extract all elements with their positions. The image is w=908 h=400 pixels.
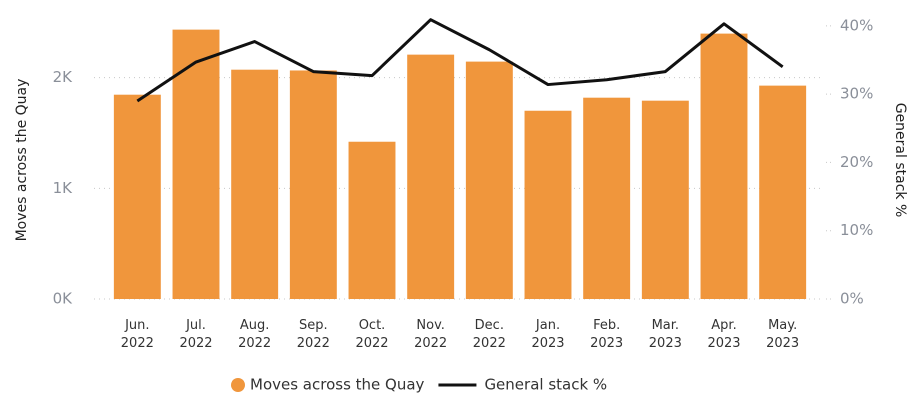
x-tick-label: Jul. 2022 — [179, 318, 212, 351]
y2-tick-label: 20% — [840, 153, 873, 171]
bar — [465, 61, 513, 299]
bar — [407, 54, 455, 299]
legend-swatch — [231, 378, 245, 392]
bar — [231, 69, 279, 299]
x-tick-label-part: Nov. — [416, 318, 445, 333]
y2-axis-title: General stack % — [892, 103, 908, 218]
line — [136, 18, 784, 103]
y-tick-label: 2K — [53, 68, 74, 86]
x-tick-label-part: Aug. — [240, 318, 270, 333]
x-tick-label: May. 2023 — [766, 318, 799, 351]
x-tick-label-part: 2022 — [179, 336, 212, 351]
x-tick-label-part: Apr. — [711, 318, 736, 333]
legend-label: General stack % — [484, 376, 607, 394]
x-tick-label: Feb. 2023 — [590, 318, 623, 351]
x-tick-label-part: 2022 — [121, 336, 154, 351]
x-tick-label-part: Dec. — [475, 318, 504, 333]
y-tick-label: 1K — [53, 179, 74, 197]
x-tick-label-part: 2023 — [649, 336, 682, 351]
x-tick-label-part: Jul. — [185, 318, 206, 333]
x-tick-label: Jun. 2022 — [121, 318, 154, 351]
x-tick-label-part: 2022 — [473, 336, 506, 351]
x-tick-label-part: Oct. — [359, 318, 386, 333]
y2-tick-label: 10% — [840, 221, 873, 239]
y-axis-title: Moves across the Quay — [14, 79, 30, 242]
x-tick-label-part: 2022 — [355, 336, 388, 351]
y2-tick-label: 40% — [840, 16, 873, 34]
x-tick-label-part: Sep. — [299, 318, 328, 333]
bar — [113, 94, 161, 299]
x-tick-label-part: 2023 — [766, 336, 799, 351]
bar — [641, 100, 689, 299]
bar — [348, 141, 396, 299]
x-tick-label: Apr. 2023 — [707, 318, 740, 351]
x-tick-label: Aug. 2022 — [238, 318, 271, 351]
x-tick-label-part: 2023 — [707, 336, 740, 351]
x-tick-label: Oct. 2022 — [355, 318, 388, 351]
x-tick-label: Dec. 2022 — [473, 318, 506, 351]
x-tick-label-part: 2022 — [238, 336, 271, 351]
x-tick-label-part: Mar. — [652, 318, 679, 333]
bar — [524, 110, 572, 299]
x-tick-label-part: Feb. — [593, 318, 620, 333]
y-tick-label: 0K — [53, 290, 74, 308]
bar — [759, 85, 807, 299]
bar — [583, 97, 631, 299]
legend-label: Moves across the Quay — [250, 376, 425, 394]
y2-tick-label: 0% — [840, 290, 864, 308]
y2-tick-label: 30% — [840, 85, 873, 103]
x-tick-label-part: Jan. — [535, 318, 560, 333]
x-tick-label-part: 2023 — [590, 336, 623, 351]
x-tick-label-part: 2022 — [297, 336, 330, 351]
x-tick-label: Jan. 2023 — [531, 318, 564, 351]
x-tick-label: Mar. 2023 — [649, 318, 682, 351]
x-tick-label-part: 2022 — [414, 336, 447, 351]
bar — [289, 70, 337, 299]
bar — [700, 33, 748, 299]
bar — [172, 29, 220, 299]
x-tick-label-part: May. — [768, 318, 797, 333]
x-tick-label-part: Jun. — [124, 318, 149, 333]
x-tick-label: Sep. 2022 — [297, 318, 330, 351]
x-tick-label-part: 2023 — [531, 336, 564, 351]
x-tick-label: Nov. 2022 — [414, 318, 447, 351]
